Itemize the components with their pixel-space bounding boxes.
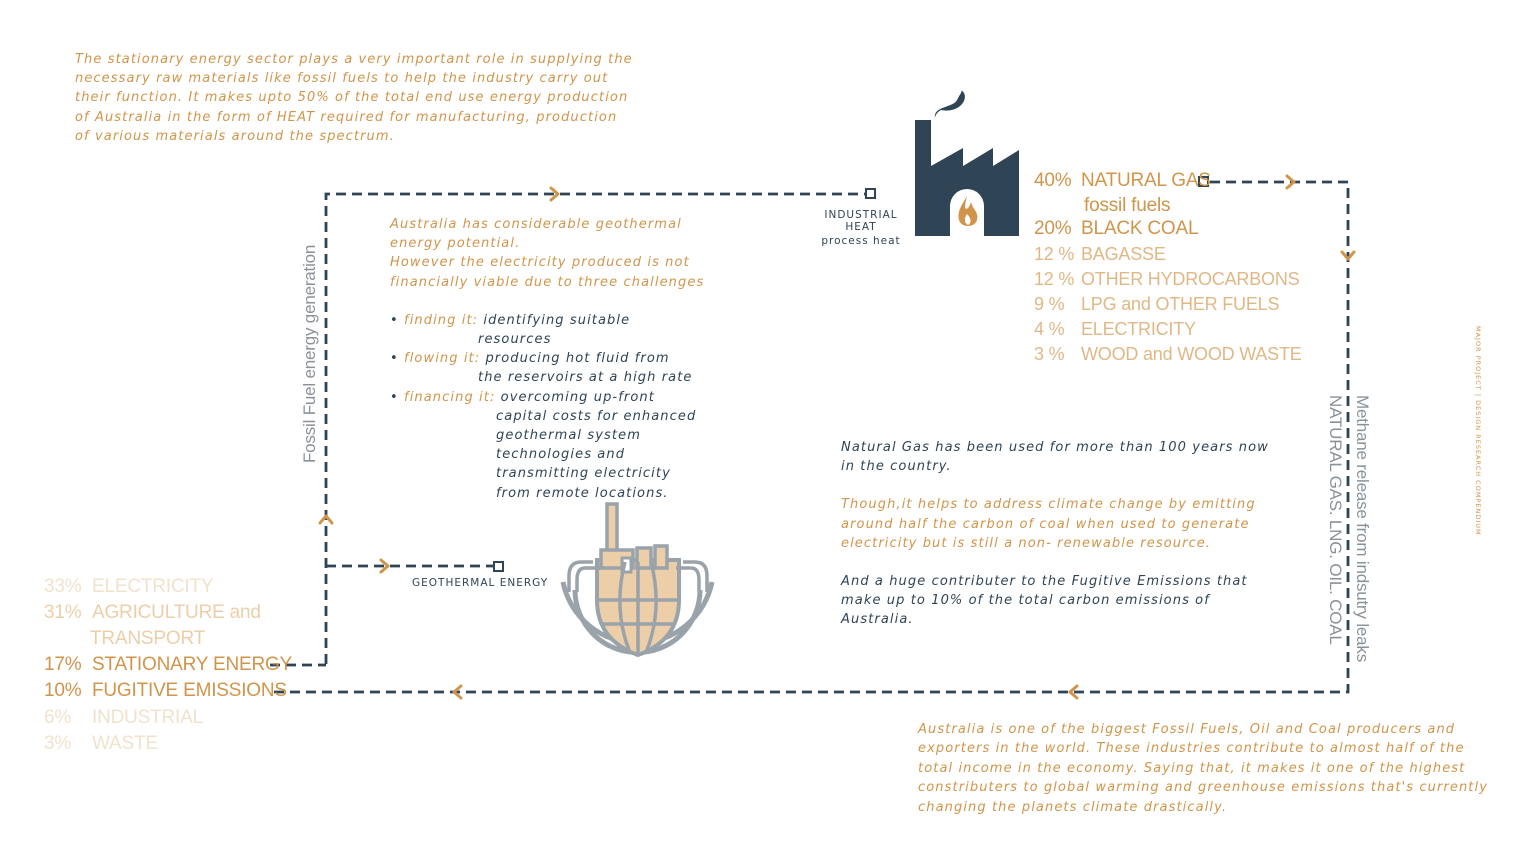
- fuel-wood: 3 % WOOD and WOOD WASTE: [1034, 344, 1302, 365]
- chevron-right-icon: [1285, 174, 1296, 190]
- natural-gas-climate: Though,it helps to address climate chang…: [841, 497, 1256, 551]
- natural-gas-description: Natural Gas has been used for more than …: [841, 438, 1271, 649]
- sector-label: STATIONARY ENERGY: [92, 654, 293, 675]
- flow-line-top: [324, 192, 866, 664]
- sector-label: AGRICULTURE and: [92, 602, 261, 623]
- fuel-label: WOOD and WOOD WASTE: [1081, 344, 1302, 364]
- sector-agriculture: 31% AGRICULTURE and: [44, 602, 261, 624]
- natural-gas-history: Natural Gas has been used for more than …: [841, 440, 1269, 475]
- geothermal-plant-icon: [560, 502, 715, 658]
- bullet-financing: • financing it: overcoming up-front capi…: [390, 388, 720, 503]
- geothermal-energy-label: GEOTHERMAL ENERGY: [412, 577, 549, 589]
- natural-gas-emissions: And a huge contributer to the Fugitive E…: [841, 574, 1248, 628]
- bullet-key: finding it:: [404, 312, 479, 328]
- bullet-rest: resources: [478, 332, 552, 348]
- chevron-right-icon: [379, 558, 390, 574]
- chevron-left-icon: [452, 684, 463, 700]
- fuel-label: OTHER HYDROCARBONS: [1081, 269, 1300, 289]
- fuel-natural-gas: 40% NATURAL GAS: [1034, 170, 1211, 192]
- node-industrial: [865, 188, 876, 199]
- fuel-label: fossil fuels: [1084, 195, 1171, 216]
- bullet-line: identifying suitable: [483, 312, 631, 328]
- fuel-label: NATURAL GAS: [1081, 170, 1211, 191]
- sector-fugitive-emissions: 10% FUGITIVE EMISSIONS: [44, 680, 287, 702]
- bullet-rest: capital costs for enhanced geothermal sy…: [496, 408, 697, 501]
- fuel-pct: 40%: [1034, 170, 1072, 191]
- sector-pct: 31%: [44, 602, 82, 623]
- fuel-pct: 20%: [1034, 218, 1072, 239]
- sector-label: WASTE: [92, 733, 158, 754]
- flow-line-right: [272, 180, 1350, 694]
- sector-pct: 33%: [44, 576, 82, 597]
- vertical-label-methane: Methane release from indsutry leaks: [1353, 395, 1372, 663]
- sector-pct: 6%: [44, 707, 72, 728]
- sector-waste: 3% WASTE: [44, 733, 158, 755]
- geothermal-challenges: However the electricity produced is not …: [390, 255, 705, 290]
- fuel-pct: 12 %: [1034, 244, 1075, 264]
- fuel-lpg: 9 % LPG and OTHER FUELS: [1034, 294, 1279, 315]
- fuel-electricity: 4 % ELECTRICITY: [1034, 319, 1196, 340]
- sector-pct: 10%: [44, 680, 82, 701]
- industrial-heat-label: INDUSTRIAL HEAT process heat: [809, 209, 913, 247]
- sector-label: ELECTRICITY: [92, 576, 214, 597]
- sector-pct: 3%: [44, 733, 72, 754]
- vertical-label-fuels: NATURAL GAS. LNG. OIL. COAL: [1326, 395, 1345, 645]
- fuel-pct: 12 %: [1034, 269, 1075, 289]
- intro-paragraph: The stationary energy sector plays a ver…: [75, 52, 633, 144]
- fuel-other-hydrocarbons: 12 % OTHER HYDROCARBONS: [1034, 269, 1300, 290]
- fuel-label: ELECTRICITY: [1081, 319, 1196, 339]
- bullet-key: flowing it:: [404, 351, 481, 367]
- sector-pct: 17%: [44, 654, 82, 675]
- sector-stationary-energy: 17% STATIONARY ENERGY: [44, 654, 292, 676]
- node-geothermal: [493, 561, 504, 572]
- chevron-down-icon: [1340, 250, 1356, 261]
- fuel-label: BAGASSE: [1081, 244, 1166, 264]
- chevron-left-icon: [1068, 684, 1079, 700]
- sector-electricity: 33% ELECTRICITY: [44, 576, 214, 598]
- bullet-finding: • finding it: identifying suitable resou…: [390, 311, 720, 349]
- industrial-heat-subtitle: process heat: [821, 235, 901, 247]
- fuel-label: LPG and OTHER FUELS: [1081, 294, 1280, 314]
- chevron-up-icon: [318, 514, 334, 525]
- geothermal-intro: Australia has considerable geothermal en…: [390, 217, 682, 252]
- bullet-key: financing it:: [404, 389, 496, 405]
- fuel-pct: 9 %: [1034, 294, 1065, 314]
- bottom-paragraph: Australia is one of the biggest Fossil F…: [918, 722, 1488, 815]
- sector-industrial: 6% INDUSTRIAL: [44, 707, 203, 729]
- bullet-line: producing hot fluid from: [485, 351, 670, 367]
- sector-label: TRANSPORT: [90, 628, 206, 649]
- fuel-pct: 4 %: [1034, 319, 1065, 339]
- fuel-pct: 3 %: [1034, 344, 1065, 364]
- fuel-fossil-fuels: fossil fuels: [1084, 195, 1171, 217]
- bullet-line: overcoming up-front: [500, 389, 655, 405]
- side-project-label: MAJOR PROJECT | DESIGN RESEARCH COMPENDI…: [1474, 326, 1482, 536]
- fuel-label: BLACK COAL: [1081, 218, 1199, 239]
- sector-label: FUGITIVE EMISSIONS: [92, 680, 287, 701]
- factory-icon: [915, 90, 1019, 236]
- bullet-rest: the reservoirs at a high rate: [478, 370, 693, 386]
- geothermal-description: Australia has considerable geothermal en…: [390, 215, 720, 503]
- node-natural-gas: [1198, 176, 1209, 187]
- bullet-flowing: • flowing it: producing hot fluid from t…: [390, 349, 720, 387]
- sector-transport: TRANSPORT: [90, 628, 205, 650]
- sector-label: INDUSTRIAL: [92, 707, 203, 728]
- fuel-bagasse: 12 % BAGASSE: [1034, 244, 1166, 265]
- vertical-label-fossil: Fossil Fuel energy generation: [300, 244, 319, 463]
- fuel-black-coal: 20% BLACK COAL: [1034, 218, 1199, 240]
- industrial-heat-title: INDUSTRIAL HEAT: [824, 209, 898, 233]
- chevron-right-icon: [549, 186, 560, 202]
